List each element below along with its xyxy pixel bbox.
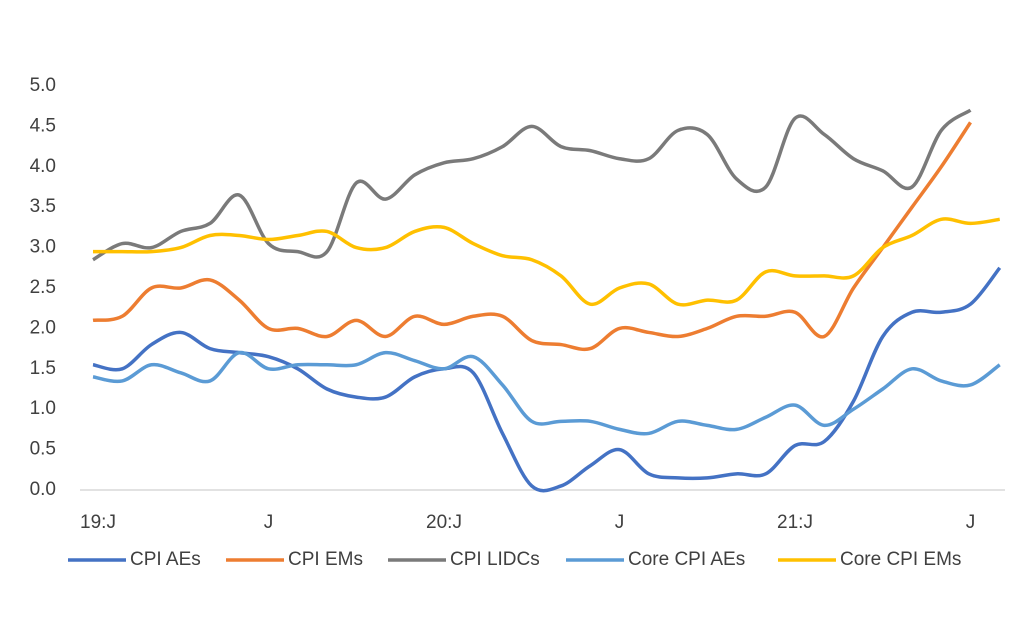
y-tick-label: 0.0 (30, 479, 56, 500)
x-tick-label: 19:J (80, 512, 116, 533)
line-series (92, 121, 972, 352)
y-tick-label: 1.5 (30, 358, 56, 379)
y-tick-label: 2.0 (30, 317, 56, 338)
x-tick-label: J (615, 512, 625, 533)
line-series (92, 266, 1002, 493)
y-tick-label: 3.0 (30, 237, 56, 258)
line-series (93, 217, 1001, 307)
line-series (92, 350, 1001, 436)
legend-label: CPI EMs (288, 549, 363, 570)
y-tick-label: 2.5 (30, 277, 56, 298)
x-tick-label: J (264, 512, 274, 533)
y-tick-label: 3.5 (30, 196, 56, 217)
x-tick-label: 21:J (777, 512, 813, 533)
legend-label: Core CPI EMs (840, 549, 961, 570)
line-series (92, 108, 972, 262)
legend-label: CPI LIDCs (450, 549, 540, 570)
legend-label: Core CPI AEs (628, 549, 745, 570)
x-tick-label: J (966, 512, 976, 533)
x-tick-label: 20:J (426, 512, 462, 533)
y-tick-label: 4.5 (30, 115, 56, 136)
y-tick-label: 5.0 (30, 75, 56, 96)
legend-label: CPI AEs (130, 549, 201, 570)
y-tick-label: 0.5 (30, 439, 56, 460)
y-tick-label: 4.0 (30, 156, 56, 177)
y-tick-label: 1.0 (30, 398, 56, 419)
